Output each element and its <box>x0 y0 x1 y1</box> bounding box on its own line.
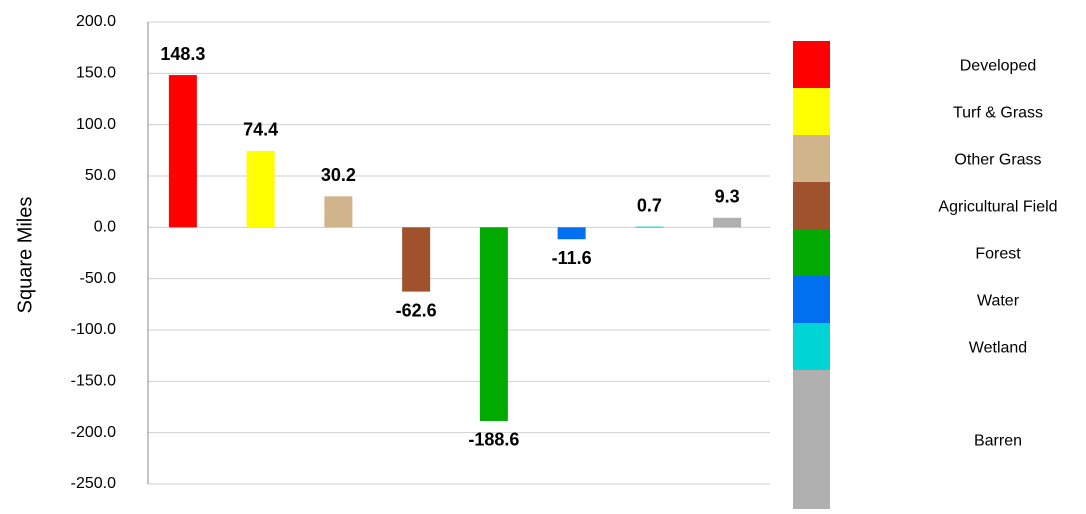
legend-label: Developed <box>960 58 1037 75</box>
y-tick-label: -250.0 <box>71 475 116 492</box>
legend-label: Barren <box>974 433 1022 450</box>
legend-swatch <box>793 276 830 323</box>
y-tick-label: -150.0 <box>71 373 116 390</box>
legend-swatch <box>793 182 830 229</box>
data-label: 74.4 <box>243 120 278 140</box>
y-axis-label: Square Miles <box>14 197 36 314</box>
bar <box>168 75 197 228</box>
y-tick-label: 150.0 <box>76 65 116 82</box>
legend-swatch <box>793 370 830 509</box>
data-label: -62.6 <box>396 300 437 320</box>
y-tick-label: 50.0 <box>85 167 116 184</box>
bar <box>246 150 275 228</box>
legend-swatch <box>793 41 830 88</box>
bar <box>635 226 664 228</box>
y-tick-label: -200.0 <box>71 424 116 441</box>
legend-label: Water <box>977 293 1020 310</box>
bar <box>479 227 508 421</box>
y-tick-label: -100.0 <box>71 321 116 338</box>
legend-swatch <box>793 323 830 370</box>
legend-swatch <box>793 135 830 182</box>
bar <box>324 196 353 228</box>
data-label: -11.6 <box>552 248 592 268</box>
data-label: -188.6 <box>468 430 519 450</box>
legend-label: Turf & Grass <box>953 105 1043 122</box>
bar <box>557 227 586 240</box>
legend-label: Wetland <box>969 340 1027 357</box>
legend-label: Other Grass <box>954 152 1041 169</box>
legend-swatch <box>793 229 830 276</box>
data-label: 148.3 <box>160 44 205 64</box>
bar <box>402 227 431 292</box>
y-tick-label: -50.0 <box>80 270 117 287</box>
data-label: 0.7 <box>637 195 662 215</box>
data-label: 30.2 <box>321 165 356 185</box>
legend-swatch <box>793 88 830 135</box>
legend-label: Forest <box>975 246 1021 263</box>
y-tick-label: 0.0 <box>94 219 116 236</box>
data-label: 9.3 <box>715 187 740 207</box>
bar <box>713 217 742 228</box>
y-tick-label: 100.0 <box>76 116 116 133</box>
y-tick-label: 200.0 <box>76 13 116 30</box>
legend-label: Agricultural Field <box>938 199 1057 216</box>
